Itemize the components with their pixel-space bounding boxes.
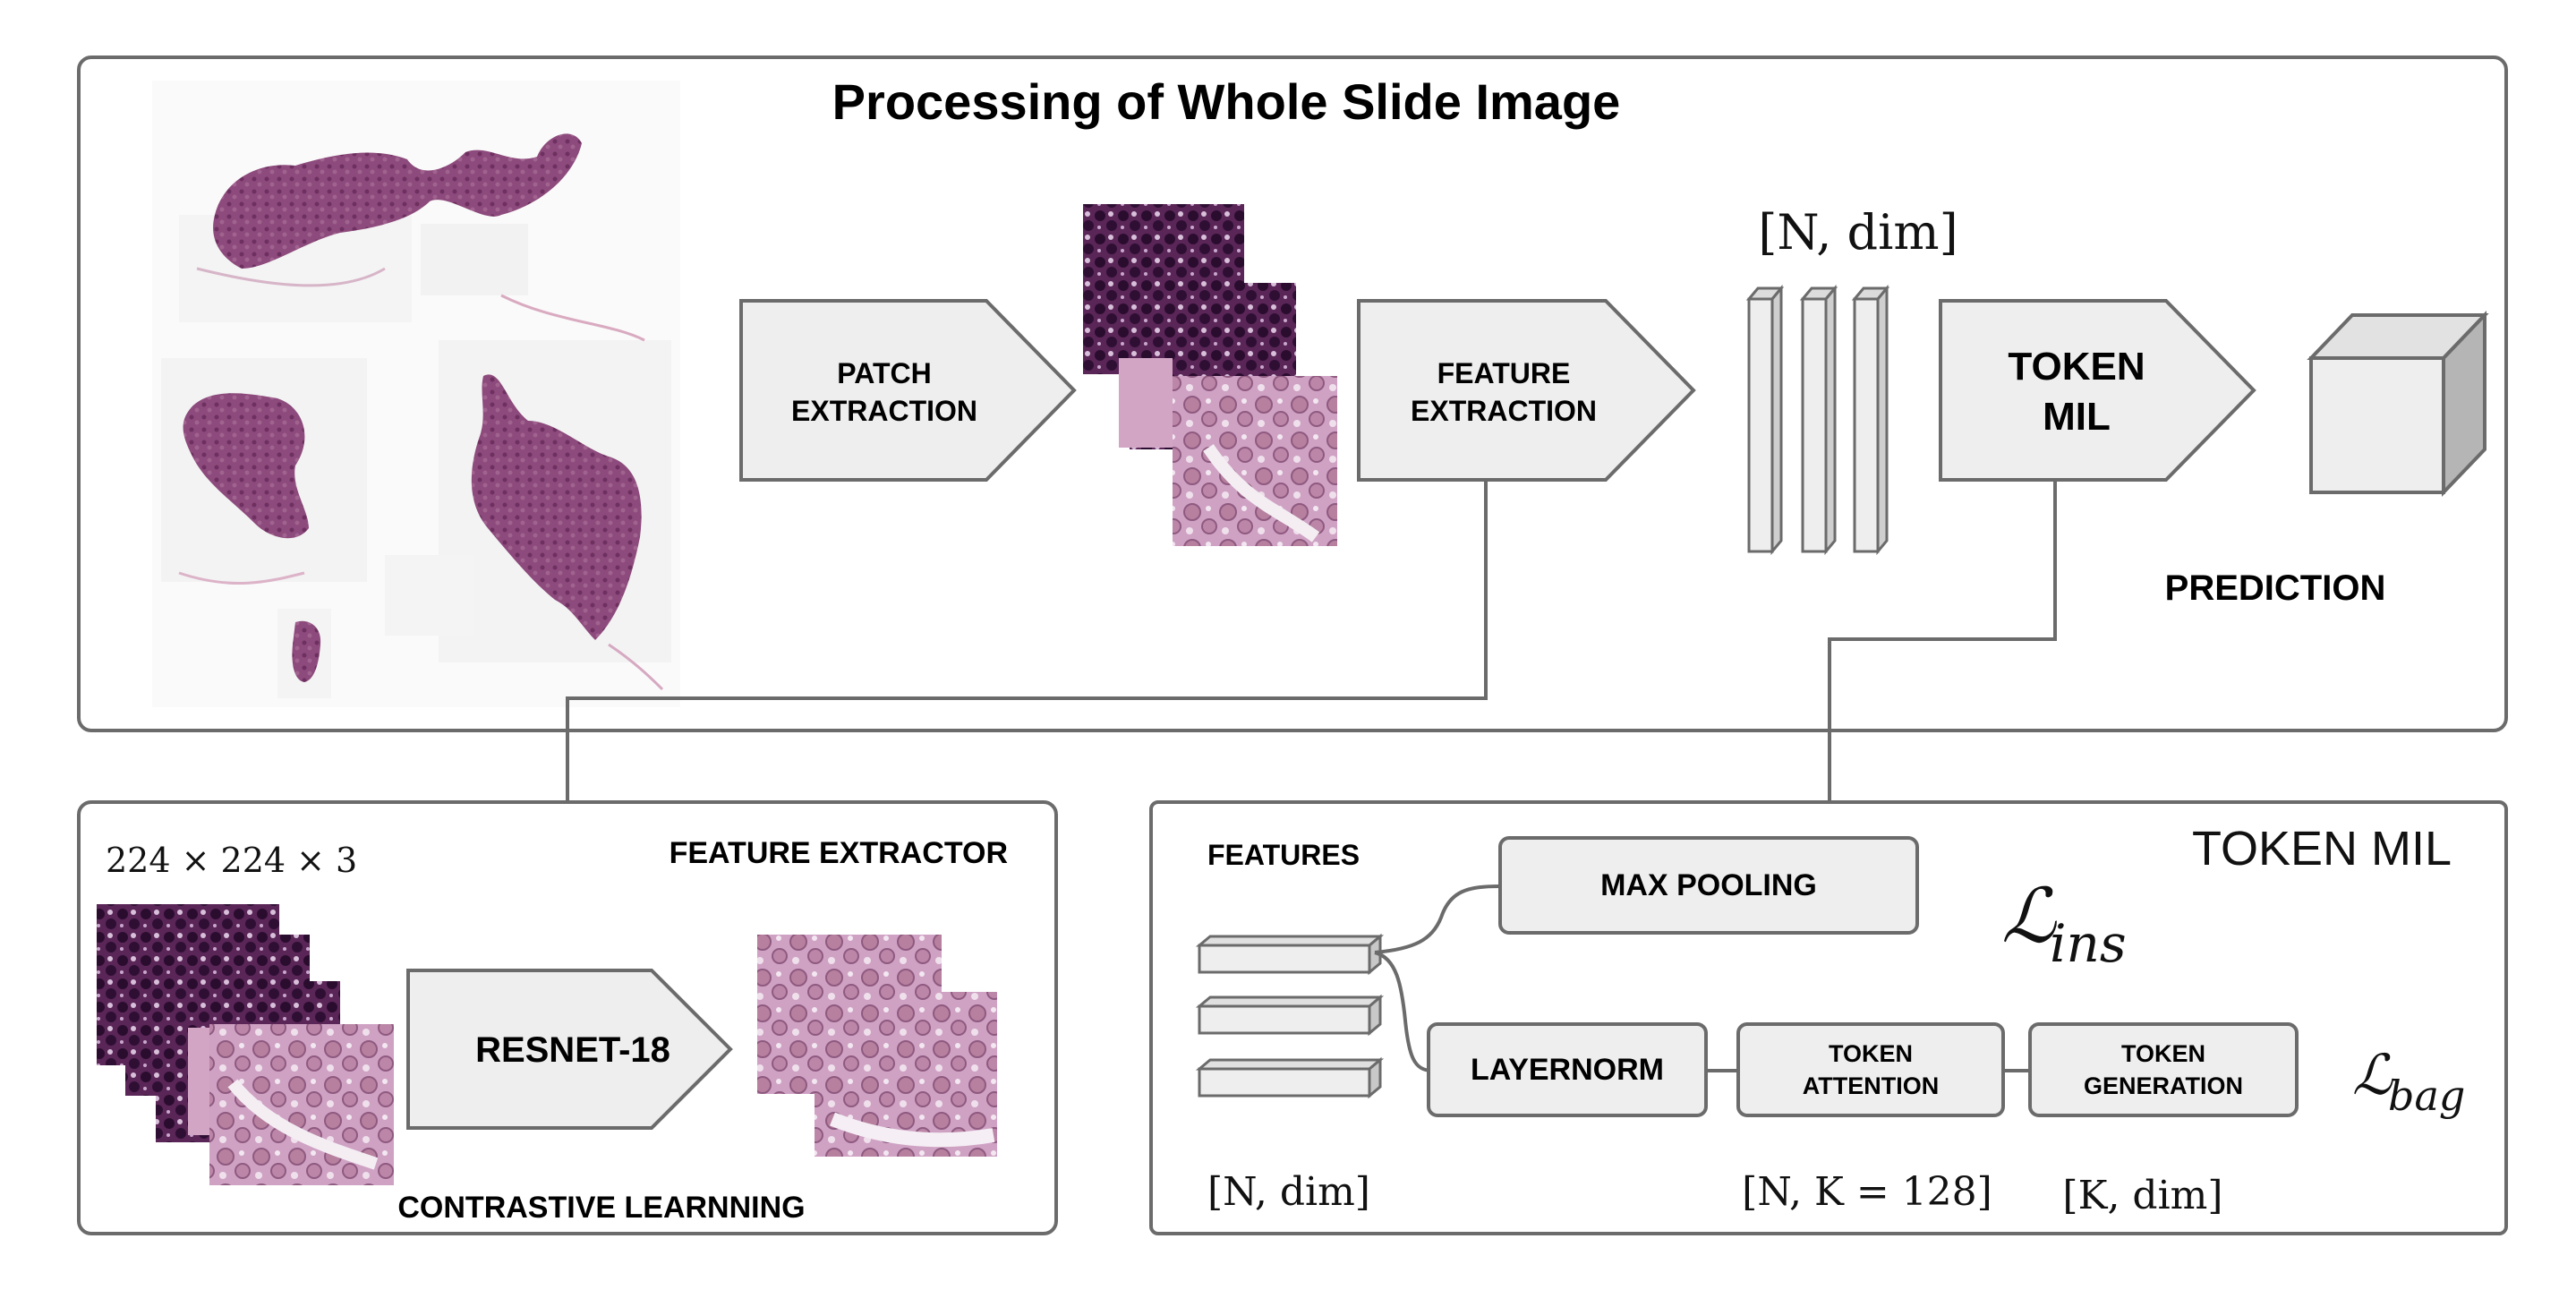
- connector-token-mil: [1828, 480, 2057, 802]
- token-mil-arrow: [1939, 299, 2256, 482]
- loss-bag-symbol: ℒ: [2352, 1042, 2393, 1107]
- feature-extractor-title: FEATURE EXTRACTOR: [670, 836, 1008, 870]
- input-size-label: 224 × 224 × 3: [106, 841, 357, 880]
- extracted-patches: [1083, 204, 1337, 546]
- token-attention-label-2: ATTENTION: [1803, 1072, 1939, 1099]
- feature-slab-3: [1195, 1056, 1385, 1099]
- prediction-cube: [2307, 311, 2489, 497]
- feature-slab-1: [1195, 933, 1385, 976]
- feature-bar-3: [1851, 284, 1890, 556]
- loss-bag: ℒ bag: [2352, 1042, 2465, 1120]
- input-patch-stack: [97, 904, 394, 1185]
- connector-to-max-pooling: [1374, 884, 1501, 954]
- feature-bar-2: [1799, 284, 1838, 556]
- dim-label-n-k: [N, K = 128]: [1742, 1169, 1992, 1215]
- loss-instance-symbol: ℒ: [2001, 872, 2057, 960]
- feature-dim-label: [N, dim]: [1758, 204, 1958, 261]
- max-pooling-label: MAX POOLING: [1600, 868, 1817, 902]
- token-generation-label-2: GENERATION: [2084, 1072, 2243, 1099]
- connector-feature-extractor: [566, 480, 1488, 802]
- feature-extraction-label-2: EXTRACTION: [1411, 395, 1597, 427]
- feature-slabs: [1195, 933, 1385, 1099]
- layernorm-label: LAYERNORM: [1471, 1053, 1664, 1087]
- features-label: FEATURES: [1207, 839, 1360, 871]
- dim-label-n-dim: [N, dim]: [1207, 1169, 1370, 1215]
- dim-label-k-dim: [K, dim]: [2062, 1173, 2222, 1218]
- feature-bar-1: [1745, 284, 1785, 556]
- max-pooling-box: [1498, 836, 1919, 935]
- whole-slide-image: [152, 81, 680, 707]
- contrastive-learning-caption: CONTRASTIVE LEARNNING: [397, 1191, 805, 1225]
- feature-vector-bars: [1745, 284, 1890, 556]
- connector-to-layernorm: [1374, 951, 1433, 1072]
- loss-instance: ℒ ins: [2001, 872, 2127, 974]
- feature-extraction-label-1: FEATURE: [1437, 357, 1571, 389]
- top-panel-frame: [77, 56, 2508, 732]
- feature-slab-2: [1195, 994, 1385, 1037]
- resnet-arrow: [406, 969, 733, 1130]
- token-generation-box: [2028, 1022, 2299, 1117]
- token-mil-label-2: MIL: [2043, 395, 2111, 439]
- augmented-patches: [757, 935, 997, 1157]
- loss-bag-subscript: bag: [2388, 1072, 2465, 1120]
- token-attention-label-1: TOKEN: [1829, 1040, 1913, 1067]
- feature-extraction-arrow: [1357, 299, 1696, 482]
- token-mil-label-1: TOKEN: [2008, 345, 2145, 389]
- token-mil-panel-title: TOKEN MIL: [2192, 822, 2452, 876]
- token-generation-label-1: TOKEN: [2121, 1040, 2205, 1067]
- token-mil-panel-frame: [1149, 800, 2508, 1235]
- patch-extraction-label-2: EXTRACTION: [791, 395, 977, 427]
- patch-extraction-arrow: [739, 299, 1077, 482]
- patch-extraction-label-1: PATCH: [837, 357, 931, 389]
- token-attention-box: [1736, 1022, 2005, 1117]
- resnet-label: RESNET-18: [475, 1030, 670, 1070]
- top-panel-title: Processing of Whole Slide Image: [832, 73, 1621, 130]
- prediction-label: PREDICTION: [2165, 568, 2386, 608]
- feature-extractor-panel-frame: [77, 800, 1058, 1235]
- loss-instance-subscript: ins: [2050, 913, 2127, 974]
